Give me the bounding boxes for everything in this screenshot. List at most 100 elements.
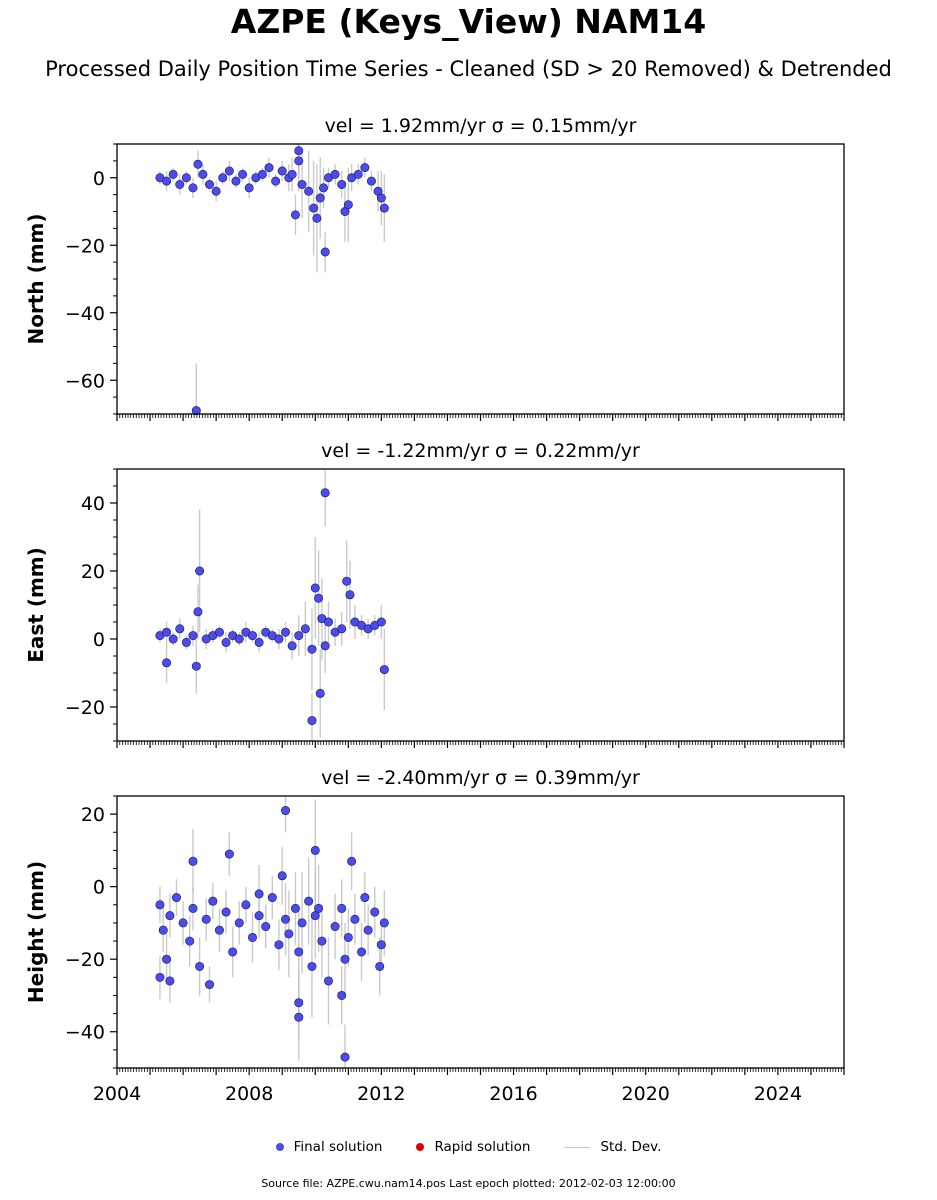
data-point xyxy=(320,488,330,498)
data-point xyxy=(337,180,347,190)
data-point xyxy=(228,947,238,957)
data-point xyxy=(294,146,304,156)
y-tick-label: 0 xyxy=(93,629,105,651)
data-point xyxy=(312,213,322,223)
data-point xyxy=(257,169,267,179)
data-point xyxy=(178,918,188,928)
data-point xyxy=(254,889,264,899)
data-point xyxy=(304,896,314,906)
data-point xyxy=(294,156,304,166)
y-tick-label: −40 xyxy=(65,1022,105,1044)
legend: Final solution Rapid solution Std. Dev. xyxy=(0,1136,937,1158)
std-dev-line-icon xyxy=(564,1146,591,1148)
x-tick-label: 2004 xyxy=(93,1083,141,1105)
y-tick-label: −20 xyxy=(65,235,105,257)
figure-title: AZPE (Keys_View) NAM14 xyxy=(230,2,707,41)
data-point xyxy=(337,903,347,913)
panel-title: vel = 1.92mm/yr σ = 0.15mm/yr xyxy=(325,115,637,137)
data-point xyxy=(234,918,244,928)
data-point xyxy=(310,845,320,855)
data-point xyxy=(267,893,277,903)
data-point xyxy=(317,936,327,946)
data-point xyxy=(315,193,325,203)
data-point xyxy=(304,186,314,196)
legend-final: Final solution xyxy=(275,1139,383,1155)
data-point xyxy=(162,954,172,964)
data-point xyxy=(343,200,353,210)
legend-rapid: Rapid solution xyxy=(416,1139,530,1155)
data-point xyxy=(165,976,175,986)
data-point xyxy=(155,900,165,910)
data-point xyxy=(376,940,386,950)
x-tick-label: 2008 xyxy=(225,1083,273,1105)
data-point xyxy=(231,176,241,186)
data-point xyxy=(175,180,185,190)
y-tick-label: 40 xyxy=(81,493,105,515)
x-tick-label: 2016 xyxy=(489,1083,537,1105)
data-point xyxy=(307,644,317,654)
data-point xyxy=(330,169,340,179)
panel-title: vel = -2.40mm/yr σ = 0.39mm/yr xyxy=(321,767,640,789)
source-footer: Source file: AZPE.cwu.nam14.pos Last epo… xyxy=(261,1177,676,1190)
y-tick-label: −40 xyxy=(65,303,105,325)
data-point xyxy=(310,583,320,593)
data-point xyxy=(297,918,307,928)
data-point xyxy=(188,631,198,641)
data-point xyxy=(376,617,386,627)
data-point xyxy=(366,176,376,186)
data-point xyxy=(195,566,205,576)
data-point xyxy=(165,911,175,921)
data-point xyxy=(188,903,198,913)
figure-subtitle: Processed Daily Position Time Series - C… xyxy=(45,57,892,81)
data-point xyxy=(247,631,257,641)
data-point xyxy=(185,936,195,946)
data-point xyxy=(271,176,281,186)
data-point xyxy=(281,806,291,816)
data-point xyxy=(314,903,324,913)
data-point xyxy=(360,893,370,903)
y-tick-label: 0 xyxy=(93,168,105,190)
data-point xyxy=(320,247,330,257)
y-axis-label: Height (mm) xyxy=(24,861,48,1003)
data-point xyxy=(323,617,333,627)
data-point xyxy=(218,173,228,183)
y-tick-label: 20 xyxy=(81,561,105,583)
data-point xyxy=(181,173,191,183)
data-point xyxy=(379,203,389,213)
legend-std: Std. Dev. xyxy=(564,1139,661,1155)
data-point xyxy=(314,593,324,603)
data-point xyxy=(307,961,317,971)
data-point xyxy=(330,922,340,932)
data-point xyxy=(379,665,389,675)
data-point xyxy=(281,914,291,924)
final-solution-marker-icon xyxy=(275,1143,284,1151)
panel-title: vel = -1.22mm/yr σ = 0.22mm/yr xyxy=(321,440,640,462)
data-point xyxy=(294,947,304,957)
data-point xyxy=(290,903,300,913)
data-point xyxy=(343,932,353,942)
data-point xyxy=(274,940,284,950)
y-tick-label: 20 xyxy=(81,804,105,826)
data-point xyxy=(188,856,198,866)
data-point xyxy=(171,893,181,903)
data-point xyxy=(198,169,208,179)
data-point xyxy=(379,918,389,928)
data-point xyxy=(345,590,355,600)
data-point xyxy=(221,637,231,647)
data-point xyxy=(224,166,234,176)
rapid-solution-marker-icon xyxy=(416,1143,425,1151)
data-point xyxy=(287,641,297,651)
data-point xyxy=(241,900,251,910)
data-point xyxy=(353,169,363,179)
legend-final-label: Final solution xyxy=(293,1139,383,1155)
data-point xyxy=(254,637,264,647)
data-point xyxy=(294,1012,304,1022)
data-point xyxy=(277,871,287,881)
data-point xyxy=(162,658,172,668)
legend-std-label: Std. Dev. xyxy=(600,1139,662,1155)
data-point xyxy=(191,406,201,416)
data-point xyxy=(307,716,317,726)
data-point xyxy=(205,980,215,990)
data-point xyxy=(224,849,234,859)
plot-frame xyxy=(116,143,845,415)
